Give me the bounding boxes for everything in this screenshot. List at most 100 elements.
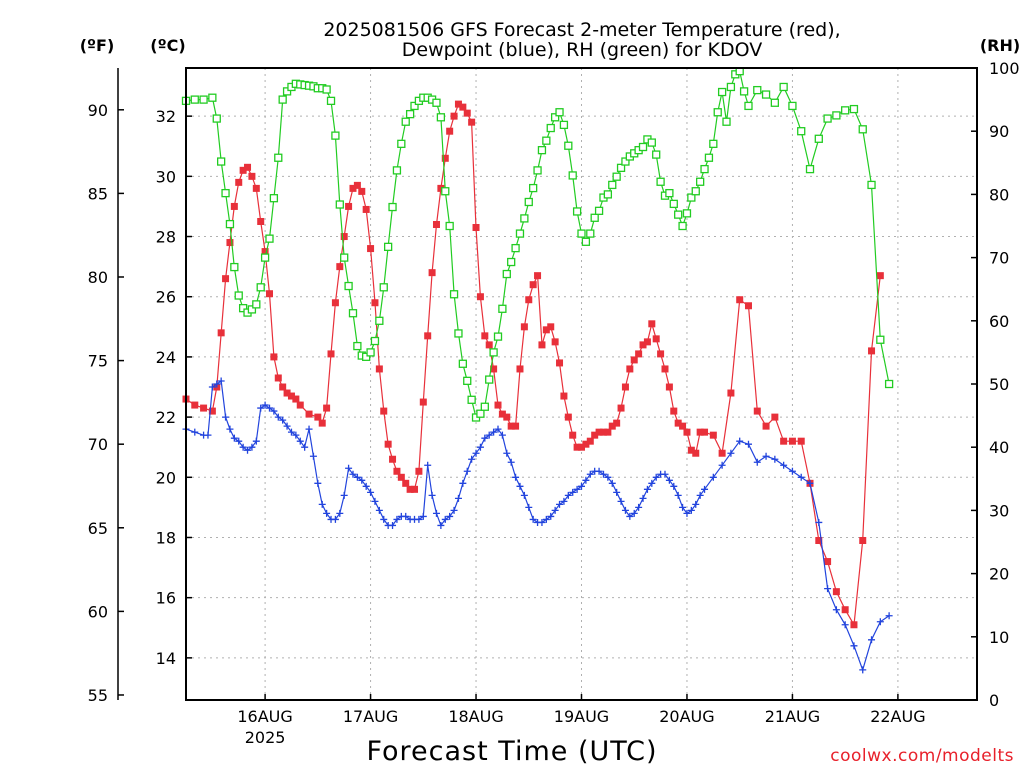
rh-tick-label: 20 [989, 565, 1009, 584]
temperature-point [613, 419, 621, 427]
dewpoint-point [279, 416, 287, 424]
dewpoint-point [494, 425, 502, 433]
rh-tick-label: 100 [989, 59, 1020, 78]
rh-tick-label: 80 [989, 185, 1009, 204]
dewpoint-point [573, 485, 581, 493]
temperature-point [630, 356, 638, 364]
temperature-point [490, 365, 498, 373]
rh-point [656, 177, 665, 186]
dewpoint-point [599, 470, 607, 478]
dewpoint-point [643, 485, 651, 493]
rh-point [858, 125, 867, 134]
rh-point [717, 87, 727, 97]
temperature-point [604, 428, 612, 436]
rh-point [616, 163, 626, 173]
temperature-point [380, 407, 388, 415]
dewpoint-point [525, 503, 533, 511]
temperature-point [621, 383, 629, 391]
time-tick-label: 18AUG [448, 707, 503, 726]
rh-point [524, 197, 533, 207]
fahrenheit-tick-label: 80 [88, 268, 108, 287]
dewpoint-point [270, 407, 278, 415]
rh-point [586, 229, 595, 238]
temperature-point [762, 422, 770, 430]
dewpoint-point [454, 494, 462, 502]
rh-tick-label: 30 [989, 501, 1009, 520]
temperature-point [358, 187, 366, 195]
temperature-point [617, 404, 625, 412]
temperature-point [384, 440, 392, 448]
temperature-point [485, 341, 493, 349]
rh-axis: 0 10 20 30 40 50 60 70 80 90 100 [971, 59, 1020, 710]
dewpoint-series [182, 377, 893, 674]
dewpoint-point [222, 413, 230, 421]
rh-point [511, 243, 520, 253]
rh-tick-label: 10 [989, 628, 1009, 647]
dewpoint-point [296, 437, 304, 445]
dewpoint-point [437, 521, 445, 529]
rh-point [274, 153, 283, 162]
time-tick-label: 21AUG [765, 707, 820, 726]
temperature-point [608, 422, 616, 430]
rh-point [797, 127, 806, 136]
dewpoint-point [367, 488, 375, 496]
rh-point [432, 98, 441, 107]
rh-point [502, 269, 511, 279]
dewpoint-point [213, 380, 221, 388]
dewpoint-point [507, 458, 515, 466]
temperature-point [402, 479, 410, 487]
temperature-point [538, 341, 546, 349]
rh-tick-label: 50 [989, 375, 1009, 394]
fahrenheit-unit-label: (ºF) [80, 36, 115, 55]
temperature-point [643, 338, 651, 346]
temperature-point [586, 437, 594, 445]
dewpoint-point [349, 470, 357, 478]
rh-point [550, 113, 560, 122]
dewpoint-point [239, 443, 247, 451]
rh-point [392, 166, 402, 175]
temperature-point [850, 621, 858, 629]
rh-point [674, 210, 683, 219]
rh-point [884, 379, 894, 389]
rh-point [256, 283, 265, 292]
dewpoint-point [595, 467, 603, 475]
temperature-point [191, 401, 199, 409]
temperature-point [432, 220, 440, 228]
rh-point [652, 150, 661, 159]
dewpoint-point [485, 431, 493, 439]
dewpoint-point [375, 506, 383, 514]
dewpoint-point [292, 431, 300, 439]
temperature-point [283, 389, 291, 397]
dewpoint-point [472, 449, 480, 457]
dewpoint-point [244, 446, 252, 454]
temperature-point [287, 392, 295, 400]
temperature-point [701, 428, 709, 436]
temperature-point [832, 588, 840, 596]
temperature-point [771, 413, 779, 421]
time-axis: 16AUG 2025 17AUG 18AUG 19AUG 20AUG 21AUG 22AUG [237, 694, 926, 747]
rh-point [344, 281, 353, 291]
rh-unit-label: (RH) [980, 36, 1020, 55]
dewpoint-point [252, 437, 260, 445]
dewpoint-point [380, 515, 388, 523]
rh-point [713, 108, 722, 117]
temperature-point [472, 224, 480, 232]
dewpoint-point [604, 473, 612, 481]
temperature-point [652, 335, 660, 343]
temperature-point [367, 245, 375, 253]
celsius-tick-label: 28 [156, 228, 176, 247]
dewpoint-point [323, 509, 331, 517]
temperature-point [534, 272, 542, 280]
dewpoint-point [551, 506, 559, 514]
rh-point [379, 283, 388, 292]
dewpoint-point [503, 449, 511, 457]
rh-point [405, 109, 415, 119]
rh-point [388, 202, 397, 212]
dewpoint-point [283, 422, 291, 430]
temperature-point [340, 233, 348, 241]
dewpoint-point [701, 485, 709, 493]
rh-point [753, 85, 762, 95]
dewpoint-point [547, 512, 555, 520]
chart-title-line-2: Dewpoint (blue), RH (green) for KDOV [402, 39, 762, 61]
dewpoint-point [797, 473, 805, 481]
